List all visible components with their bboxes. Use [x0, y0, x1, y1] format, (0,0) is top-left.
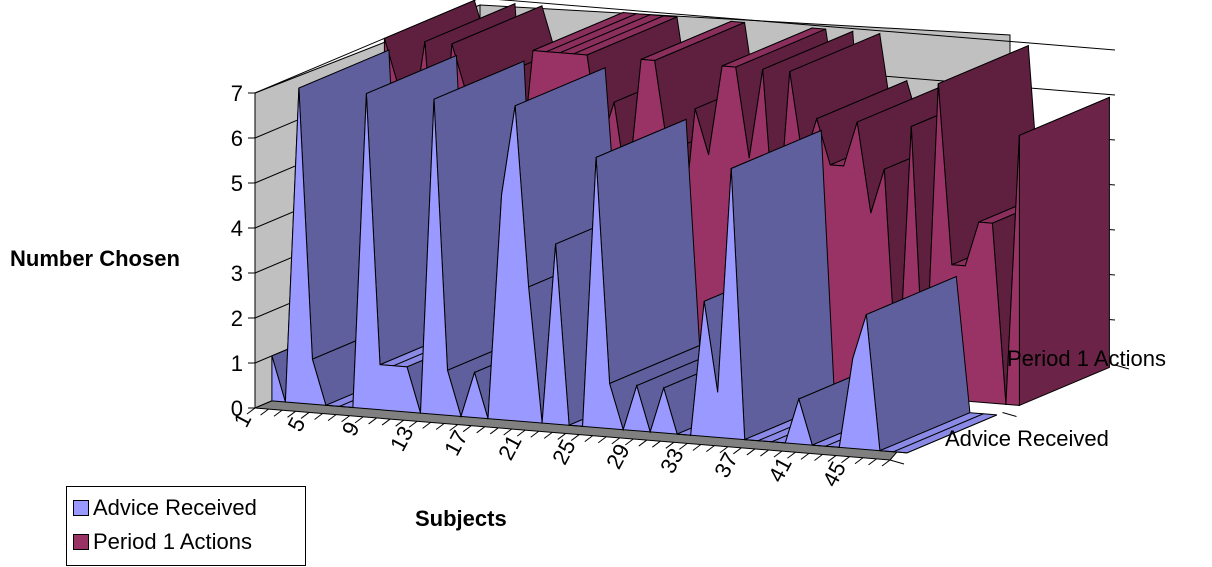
x-tick	[462, 425, 472, 433]
x-tick-label: 25	[547, 435, 581, 468]
x-tick	[381, 418, 391, 426]
x-tick	[422, 421, 431, 429]
x-tick	[624, 438, 634, 446]
x-tick	[368, 417, 377, 425]
advice-received-front-face	[271, 88, 907, 454]
x-tick	[854, 457, 864, 465]
x-tick	[800, 452, 810, 460]
y-tick-label: 4	[231, 216, 243, 241]
series-label-period-1-actions: Period 1 Actions	[1007, 346, 1166, 371]
x-tick	[719, 446, 729, 454]
y-tick-label: 7	[231, 81, 243, 106]
x-tick	[516, 429, 526, 437]
x-tick	[260, 408, 269, 416]
x-tick	[530, 430, 540, 438]
x-tick	[841, 456, 850, 464]
x-tick	[665, 441, 675, 449]
x-tick	[638, 439, 648, 447]
x-tick-label: 5	[283, 413, 311, 436]
x-tick	[408, 420, 418, 428]
series-advice-received	[271, 49, 998, 454]
x-tick	[570, 434, 580, 441]
series-axis	[889, 364, 1130, 465]
x-tick	[300, 412, 310, 419]
x-tick	[327, 414, 337, 422]
series-axis-tick	[1002, 412, 1017, 417]
y-tick-label: 2	[231, 306, 243, 331]
x-tick	[787, 451, 796, 459]
x-tick	[476, 426, 485, 434]
x-tick	[827, 455, 837, 462]
gridline	[254, 0, 1116, 94]
x-tick-label: 41	[763, 453, 797, 486]
y-tick-label: 5	[231, 171, 243, 196]
x-tick-label: 17	[439, 426, 473, 459]
y-tick-label: 3	[231, 261, 243, 286]
x-tick	[679, 443, 688, 450]
x-tick	[746, 448, 756, 456]
x-tick	[692, 444, 702, 451]
x-tick-label: 9	[337, 418, 365, 441]
legend-label-period-1-actions: Period 1 Actions	[93, 529, 252, 554]
x-tick	[584, 435, 594, 443]
x-tick	[773, 450, 783, 458]
x-tick	[868, 458, 877, 466]
x-tick	[543, 431, 553, 439]
x-tick	[503, 428, 513, 436]
x-tick-label: 45	[817, 457, 851, 490]
x-tick	[611, 437, 621, 445]
x-tick	[273, 409, 283, 417]
y-axis-title: Number Chosen	[10, 246, 180, 271]
x-tick	[246, 407, 256, 415]
legend-label-advice-received: Advice Received	[93, 495, 257, 520]
advice-received-end-cap	[906, 414, 998, 454]
x-tick-label: 37	[709, 448, 743, 481]
x-tick	[881, 459, 891, 467]
x-tick-label: 33	[655, 444, 689, 477]
y-axis: 0 1 2 3 4 5 6 7	[231, 81, 255, 421]
series-label-advice-received: Advice Received	[945, 426, 1109, 451]
y-tick-label: 1	[231, 351, 243, 376]
series-axis-tick	[1114, 364, 1130, 370]
legend-item-advice-received: Advice Received	[73, 495, 257, 521]
x-tick	[449, 424, 458, 431]
x-tick	[435, 423, 445, 430]
x-tick-label: 21	[493, 431, 527, 464]
x-tick	[597, 436, 607, 444]
x-tick	[314, 413, 323, 420]
series-axis-tick	[889, 459, 905, 465]
x-tick	[354, 416, 364, 424]
legend: Advice Received Period 1 Actions	[66, 486, 306, 566]
x-tick-label: 13	[385, 422, 419, 455]
x-tick	[652, 440, 661, 448]
legend-swatch-advice-received	[73, 500, 89, 516]
x-tick	[733, 447, 742, 455]
legend-item-period-1-actions: Period 1 Actions	[73, 529, 252, 555]
x-tick	[395, 419, 404, 427]
x-tick	[814, 454, 823, 461]
x-tick	[341, 415, 350, 423]
advice-received-top-strip	[595, 118, 701, 385]
y-tick-label: 0	[231, 396, 243, 421]
x-tick-label: 29	[601, 440, 635, 473]
x-tick	[287, 410, 296, 418]
x-tick	[706, 445, 715, 453]
y-tick-label: 6	[231, 126, 243, 151]
x-tick	[557, 433, 567, 440]
x-axis-title: Subjects	[415, 506, 507, 531]
x-tick	[760, 449, 769, 457]
x-tick	[489, 427, 499, 435]
legend-swatch-period-1-actions	[73, 534, 89, 550]
